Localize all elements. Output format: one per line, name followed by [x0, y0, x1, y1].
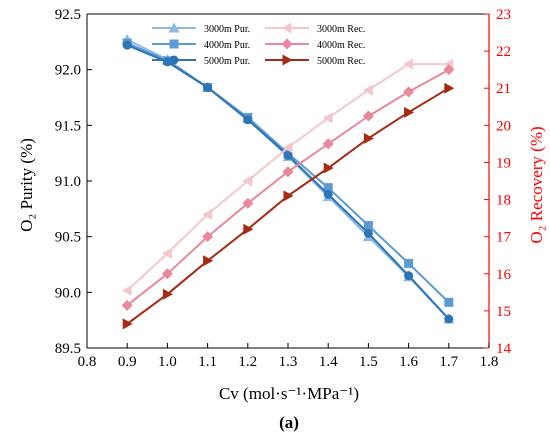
data-point — [169, 39, 179, 49]
data-point — [243, 115, 253, 125]
figure-caption: (a) — [279, 413, 299, 432]
x-tick-label: 1.5 — [359, 354, 378, 370]
data-point — [444, 297, 454, 307]
legend-label: 3000m Pur. — [204, 24, 250, 35]
data-point — [363, 132, 374, 144]
data-point — [242, 175, 253, 187]
left-y-tick-label: 90.0 — [55, 285, 81, 301]
legend-entry: 4000m Rec. — [265, 38, 365, 51]
right-y-tick-label: 21 — [496, 81, 511, 97]
legend-entry: 3000m Rec. — [265, 22, 365, 35]
data-point — [323, 183, 333, 193]
x-tick-label: 1.4 — [319, 354, 338, 370]
data-point — [322, 138, 334, 150]
data-point — [283, 150, 293, 160]
data-point — [282, 54, 293, 66]
x-tick-label: 1.2 — [238, 354, 257, 370]
left-y-tick-label: 92.5 — [55, 7, 81, 23]
x-tick-label: 1.0 — [158, 354, 177, 370]
data-point — [242, 197, 254, 209]
data-point — [202, 208, 213, 220]
data-point — [323, 162, 334, 174]
data-point — [404, 271, 414, 281]
legend-entry: 4000m Pur. — [152, 39, 250, 51]
chart-axes: 0.8 0.9 1.0 1.1 1.2 1.3 1.4 1.5 1.6 1.7 1.8 89.5 90.… — [55, 7, 512, 370]
x-tick-label: 1.8 — [480, 354, 499, 370]
data-point — [362, 84, 373, 96]
data-point — [444, 314, 454, 324]
legend-entry: 3000m Pur. — [152, 22, 250, 35]
right-y-tick-label: 16 — [496, 267, 512, 283]
data-point — [168, 22, 180, 33]
right-y-tick-label: 18 — [496, 193, 511, 209]
data-point — [363, 221, 373, 231]
series-5000m-rec- — [122, 82, 455, 330]
data-point — [121, 299, 133, 311]
data-point — [161, 247, 172, 259]
data-point — [203, 255, 214, 267]
data-point — [403, 58, 414, 70]
data-point — [161, 268, 173, 280]
legend-label: 4000m Rec. — [317, 40, 365, 51]
data-point — [162, 288, 173, 300]
right-y-tick-label: 19 — [496, 155, 511, 171]
right-y-axis-label: O₂ Recovery (%) — [527, 126, 546, 243]
chart-legend: 3000m Pur. 3000m Rec. 4000m Pur. 4000m Rec.… — [152, 22, 365, 67]
left-y-axis-label: O₂ Purity (%) — [17, 138, 36, 232]
data-point — [281, 22, 292, 34]
series-4000m-rec- — [121, 64, 455, 311]
right-y-tick-label: 20 — [496, 118, 511, 134]
legend-entry: 5000m Pur. — [152, 55, 250, 67]
data-point — [282, 166, 294, 178]
x-axis-label: Cv (mol·s⁻¹·MPa⁻¹) — [219, 384, 359, 403]
data-point — [282, 142, 293, 154]
left-y-tick-label: 91.5 — [55, 118, 81, 134]
left-y-tick-label: 89.5 — [55, 341, 81, 357]
data-point — [323, 189, 333, 199]
data-point — [403, 86, 415, 98]
x-tick-label: 1.6 — [399, 354, 418, 370]
data-point — [404, 258, 414, 268]
data-point — [202, 231, 214, 243]
data-point — [122, 40, 132, 50]
right-y-tick-label: 17 — [496, 230, 512, 246]
data-point — [281, 38, 293, 50]
data-point — [363, 228, 373, 238]
legend-label: 5000m Rec. — [317, 56, 365, 67]
data-point — [362, 110, 374, 122]
data-point — [122, 318, 133, 330]
legend-entry: 5000m Rec. — [265, 54, 365, 67]
data-point — [243, 223, 254, 235]
legend-label: 4000m Pur. — [204, 40, 250, 51]
left-y-tick-label: 90.5 — [55, 230, 81, 246]
right-y-tick-label: 22 — [496, 44, 511, 60]
data-point — [443, 64, 455, 76]
right-y-tick-label: 23 — [496, 7, 511, 23]
data-point — [203, 82, 213, 92]
legend-label: 3000m Rec. — [317, 24, 365, 35]
left-y-tick-label: 91.0 — [55, 174, 81, 190]
chart-marks — [121, 34, 455, 330]
data-point — [322, 112, 333, 124]
right-y-tick-label: 14 — [496, 341, 512, 357]
left-y-tick-label: 92.0 — [55, 63, 81, 79]
x-tick-label: 0.8 — [78, 354, 97, 370]
data-point — [404, 106, 415, 118]
series-5000m-pur- — [122, 40, 454, 324]
x-tick-label: 0.9 — [118, 354, 137, 370]
x-tick-label: 1.1 — [198, 354, 217, 370]
data-point — [283, 190, 294, 202]
data-point — [121, 284, 132, 296]
x-tick-label: 1.7 — [439, 354, 458, 370]
right-y-tick-label: 15 — [496, 304, 511, 320]
legend-label: 5000m Pur. — [204, 56, 250, 67]
x-tick-label: 1.3 — [279, 354, 298, 370]
data-point — [169, 55, 179, 65]
data-point — [444, 82, 455, 94]
